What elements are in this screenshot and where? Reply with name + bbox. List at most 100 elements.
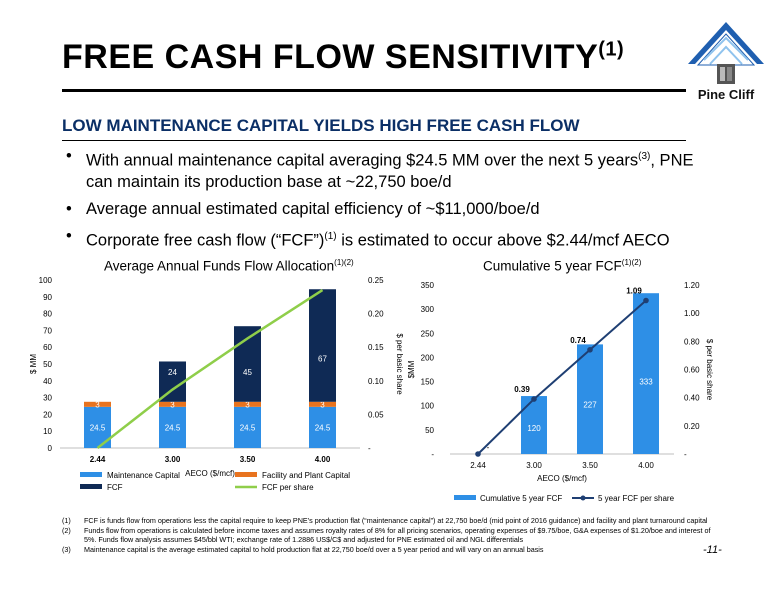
data-label: 24.5 [90,423,106,432]
bullet-item: • Corporate free cash flow (“FCF”)(1) is … [66,226,670,250]
y-tick-label: 50 [43,360,52,369]
y-tick-label: 30 [43,394,52,403]
x-tick-label: 3.50 [240,455,256,464]
bar-cumulative-fcf [577,344,603,454]
left-chart-title: Average Annual Funds Flow Allocation(1)(… [104,258,354,274]
data-label: 24 [168,368,177,377]
x-tick-label: 2.44 [90,455,106,464]
y-tick-label: 250 [421,329,435,338]
legend-label: 5 year FCF per share [598,494,675,503]
y2-axis-label: $ per basic share [395,333,404,395]
y-tick-label: - [431,450,434,459]
legend-swatch [80,484,102,489]
page-number: -11- [703,544,722,556]
data-label: 3 [320,400,325,409]
data-label: 120 [527,424,541,433]
bar-cumulative-fcf [521,396,547,454]
data-label: 3 [170,400,175,409]
y2-tick-label: 0.25 [368,276,384,285]
y-tick-label: 40 [43,377,52,386]
bar-facility-and-plant-capital [84,401,111,407]
section-subtitle: LOW MAINTENANCE CAPITAL YIELDS HIGH FREE… [62,116,580,135]
y2-tick-label: 0.20 [684,422,700,431]
y-tick-label: 350 [421,281,435,290]
legend-label: Maintenance Capital [107,471,180,480]
subtitle-divider [62,140,686,141]
x-axis-label: AECO ($/mcf) [537,474,587,483]
page-title: FREE CASH FLOW SENSITIVITY(1) [62,38,625,76]
y-tick-label: 60 [43,343,52,352]
bar-maintenance-capital [159,406,186,448]
y-tick-label: 300 [421,305,435,314]
funds-flow-allocation-chart: 0 10 20 30 40 50 60 70 80 90 100 - 0.05 0.10 0.15 0.20 0… [30,276,404,492]
footnotes: (1) FCF is funds flow from operations les… [62,516,722,554]
data-label: 227 [583,401,597,410]
fcf-per-share-line [477,299,647,455]
data-label: 67 [318,355,327,364]
y-tick-label: 200 [421,353,435,362]
y2-tick-label: 0.80 [684,337,700,346]
line-data-label: 0.39 [514,385,530,394]
data-label: 24.5 [315,423,331,432]
bar-maintenance-capital [309,406,336,448]
cumulative-fcf-chart: - 50 100 150 200 250 300 350 - 0.20 0.40 0.60 0.80 1.… [407,281,714,503]
x-tick-label: 4.00 [315,455,331,464]
legend-swatch [80,472,102,477]
data-label: 24.5 [240,423,256,432]
y2-tick-label: 0.15 [368,343,384,352]
bar-maintenance-capital [234,406,261,448]
y-tick-label: 20 [43,410,52,419]
x-tick-label: 4.00 [638,461,654,470]
data-label: - [487,443,490,452]
data-label: 3 [95,400,100,409]
y2-tick-label: 0.10 [368,377,384,386]
y2-tick-label: - [368,444,371,453]
y2-tick-label: - [684,450,687,459]
y-tick-label: 10 [43,427,52,436]
y-tick-label: 100 [421,402,435,411]
y-tick-label: 90 [43,293,52,302]
y2-tick-label: 0.05 [368,410,384,419]
y-tick-label: 0 [48,444,53,453]
y2-tick-label: 0.60 [684,366,700,375]
legend-label: Cumulative 5 year FCF [480,494,562,503]
line-point [587,346,593,353]
legend-swatch [235,472,257,477]
bar-fcf [309,289,336,402]
line-data-label: 1.09 [626,286,642,295]
footnote: (1) FCF is funds flow from operations les… [62,516,708,525]
legend-swatch [454,495,476,500]
bullet-item: • With annual maintenance capital averagi… [66,147,694,191]
data-label: 45 [243,368,252,377]
fcf-per-share-line [96,289,324,449]
legend-label: FCF per share [262,483,314,492]
bullet-item: • Average annual estimated capital effici… [66,199,540,218]
y-tick-label: 100 [39,276,53,285]
svg-text:Pine Cliff: Pine Cliff [698,87,755,102]
line-point [643,297,649,304]
x-tick-label: 3.00 [165,455,181,464]
data-label: 24.5 [165,423,181,432]
y-axis-label: $ MM [30,354,38,374]
line-data-label: 0.74 [570,336,586,345]
y2-tick-label: 0.40 [684,394,700,403]
bar-facility-and-plant-capital [309,401,336,407]
legend-label: FCF [107,483,123,492]
bullet-list: • With annual maintenance capital averagi… [62,146,712,257]
line-point [531,396,537,402]
y-tick-label: 70 [43,326,52,335]
pine-cliff-logo: Pine Cliff [686,20,766,106]
y-tick-label: 50 [425,426,434,435]
legend-label: Facility and Plant Capital [262,471,350,480]
x-tick-label: 3.50 [582,461,598,470]
data-label: 333 [639,378,653,387]
line-point [475,451,481,457]
title-divider [62,89,686,92]
y2-tick-label: 0.20 [368,310,384,319]
y2-tick-label: 1.20 [684,281,700,290]
right-chart-title: Cumulative 5 year FCF(1)(2) [483,258,642,274]
bar-facility-and-plant-capital [234,401,261,407]
y2-axis-label: $ per basic share [705,339,714,401]
legend-swatch-point [580,495,586,501]
x-axis-label: AECO ($/mcf) [185,469,235,478]
